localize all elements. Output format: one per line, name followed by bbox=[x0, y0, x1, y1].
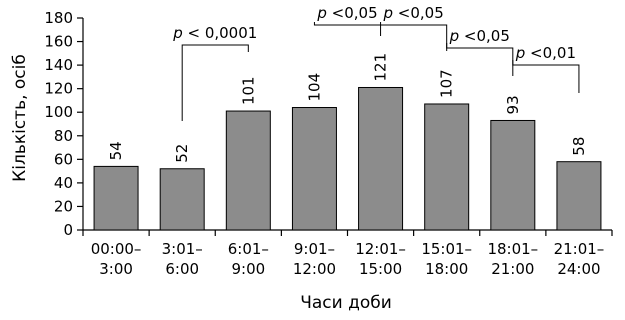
value-labels: 54 52 101 104 121 107 93 58 bbox=[107, 53, 588, 163]
x-axis: 00:00– 3:00 3:01– 6:00 6:01– 9:00 9:01– 12:00 12… bbox=[82, 229, 613, 278]
bar bbox=[291, 107, 337, 231]
bar bbox=[159, 168, 205, 231]
y-tick-label: 140 bbox=[44, 56, 73, 74]
x-tick-label: 12:01– 15:00 bbox=[355, 240, 406, 278]
x-tick-label: 18:01– 21:00 bbox=[487, 240, 538, 278]
x-axis-title: Часи доби bbox=[300, 293, 392, 313]
x-tick-label: 00:00– 3:00 bbox=[91, 240, 142, 278]
x-tick-label: 15:01– 18:00 bbox=[421, 240, 472, 278]
bar-value-label: 107 bbox=[438, 69, 456, 98]
significance-annotations: p < 0,0001 p <0,05 p <0,05 p <0,05 p <0,01 bbox=[172, 4, 580, 121]
bars bbox=[93, 86, 602, 231]
significance-bracket bbox=[512, 60, 580, 93]
bar-value-label: 121 bbox=[372, 53, 390, 82]
bar bbox=[490, 119, 536, 231]
y-tick-label: 60 bbox=[54, 150, 73, 168]
significance-bracket bbox=[446, 43, 514, 76]
significance-bracket bbox=[181, 44, 249, 121]
bar bbox=[424, 103, 470, 231]
significance-bracket bbox=[380, 22, 448, 51]
y-tick-label: 180 bbox=[44, 9, 73, 27]
y-axis-title: Кількість, осіб bbox=[10, 54, 30, 182]
y-tick-label: 100 bbox=[44, 103, 73, 121]
significance-label: p <0,05 bbox=[316, 4, 377, 22]
bar-value-label: 58 bbox=[570, 137, 588, 156]
y-tick-label: 20 bbox=[54, 197, 73, 215]
x-tick-label: 3:01– 6:00 bbox=[162, 240, 203, 278]
bar bbox=[556, 161, 602, 231]
bar-value-label: 93 bbox=[504, 95, 522, 114]
significance-label: p < 0,0001 bbox=[172, 24, 257, 42]
bar-value-label: 54 bbox=[107, 141, 125, 160]
x-tick-label: 6:01– 9:00 bbox=[228, 240, 269, 278]
y-axis: 0 20 40 60 80 100 120 140 160 180 bbox=[44, 9, 84, 239]
significance-label: p <0,05 bbox=[449, 27, 510, 45]
x-tick-label: 21:01– 24:00 bbox=[554, 240, 605, 278]
y-tick-label: 120 bbox=[44, 80, 73, 98]
bar bbox=[358, 86, 404, 231]
x-tick-label: 9:01– 12:00 bbox=[293, 240, 336, 278]
significance-label: p <0,01 bbox=[515, 44, 576, 62]
bar-value-label: 104 bbox=[305, 73, 323, 102]
bar-value-label: 52 bbox=[173, 144, 191, 163]
bar bbox=[225, 110, 271, 231]
y-tick-label: 40 bbox=[54, 174, 73, 192]
significance-bracket bbox=[313, 22, 382, 36]
bar bbox=[93, 165, 139, 231]
bar-value-label: 101 bbox=[239, 76, 257, 105]
significance-label: p <0,05 bbox=[382, 4, 443, 22]
y-tick-label: 0 bbox=[63, 221, 73, 239]
y-tick-label: 160 bbox=[44, 33, 73, 51]
y-tick-label: 80 bbox=[54, 127, 73, 145]
